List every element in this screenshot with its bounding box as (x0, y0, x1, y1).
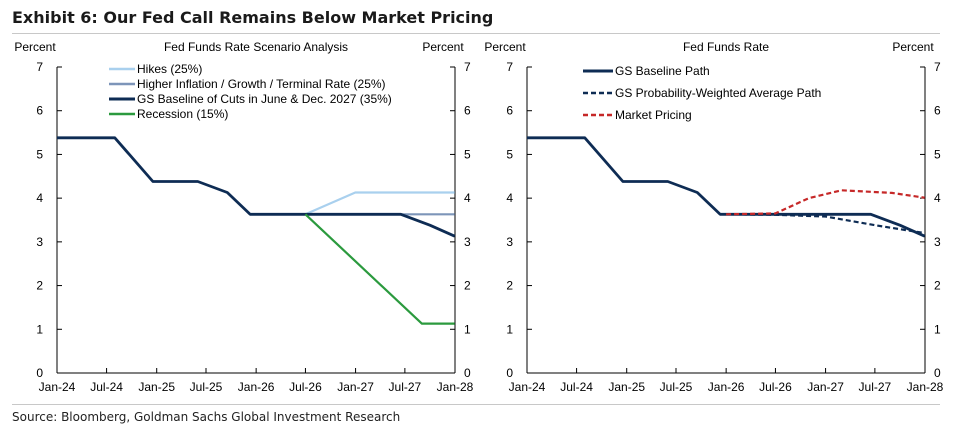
x-tick-label-jul-24: Jul-24 (560, 380, 593, 394)
y-tick-label-left: 7 (506, 60, 513, 74)
legend-label-market-pricing: Market Pricing (615, 108, 692, 122)
series-line-hikes-25 (304, 191, 455, 216)
legend-label-hikes-25: Hikes (25%) (137, 62, 202, 76)
y-tick-label-right: 0 (464, 366, 471, 380)
legend: Hikes (25%)Higher Inflation / Growth / T… (109, 62, 392, 121)
x-tick-label-jan-27: Jan-27 (337, 380, 374, 394)
y-axis-label-right: Percent (892, 40, 934, 54)
legend-label-recession-15: Recession (15%) (137, 107, 228, 121)
legend: GS Baseline Path GS Probability-Weighted … (583, 64, 821, 122)
y-tick-label-left: 1 (506, 322, 513, 336)
y-tick-label-left: 3 (36, 235, 43, 249)
y-tick-label-right: 0 (934, 366, 941, 380)
x-tick-label-jan-25: Jan-25 (138, 380, 175, 394)
y-axis-label-left: Percent (484, 40, 526, 54)
y-tick-label-left: 3 (506, 235, 513, 249)
y-tick-label-left: 4 (36, 191, 43, 205)
y-tick-label-right: 7 (934, 60, 941, 74)
y-tick-label-right: 2 (464, 279, 471, 293)
y-tick-label-left: 4 (506, 191, 513, 205)
x-tick-label-jan-24: Jan-24 (509, 380, 546, 394)
y-tick-label-left: 7 (36, 60, 43, 74)
x-tick-label-jul-25: Jul-25 (190, 380, 223, 394)
y-tick-label-right: 6 (934, 104, 941, 118)
y-tick-label-left: 0 (506, 366, 513, 380)
chart-title: Fed Funds Rate (683, 40, 769, 54)
source-note: Source: Bloomberg, Goldman Sachs Global … (12, 410, 401, 424)
x-tick-label-jan-28: Jan-28 (907, 380, 944, 394)
y-tick-label-right: 5 (934, 147, 941, 161)
y-tick-label-right: 7 (464, 60, 471, 74)
x-tick-label-jan-27: Jan-27 (807, 380, 844, 394)
series-line-gs-baseline-of-cuts-in-june-dec-2027-35 (57, 136, 456, 238)
chart-title: Fed Funds Rate Scenario Analysis (164, 40, 348, 54)
x-tick-label-jul-26: Jul-26 (289, 380, 322, 394)
legend-label-higher-inflation-growth-terminal-rate-25: Higher Inflation / Growth / Terminal Rat… (137, 77, 386, 91)
y-tick-label-right: 1 (464, 322, 471, 336)
y-tick-label-left: 5 (506, 147, 513, 161)
y-tick-label-right: 3 (464, 235, 471, 249)
legend-label-gs-baseline-of-cuts-in-june-dec-2027-35: GS Baseline of Cuts in June & Dec. 2027 … (137, 92, 392, 106)
x-tick-label-jan-26: Jan-26 (238, 380, 275, 394)
y-axis-label-right: Percent (422, 40, 464, 54)
exhibit-title: Exhibit 6: Our Fed Call Remains Below Ma… (12, 8, 494, 27)
y-tick-label-left: 6 (506, 104, 513, 118)
fed-funds-rate-chart: 0 0 1 1 2 2 3 3 4 4 5 5 6 6 7 7 Jan-24 Jul-24 Jan-25 Jul-25… (484, 40, 943, 394)
x-tick-label-jan-28: Jan-28 (437, 380, 474, 394)
x-tick-label-jul-27: Jul-27 (859, 380, 892, 394)
x-tick-label-jan-26: Jan-26 (708, 380, 745, 394)
bottom-rule (12, 404, 940, 405)
y-tick-label-left: 2 (506, 279, 513, 293)
x-tick-label-jul-26: Jul-26 (759, 380, 792, 394)
y-tick-label-right: 4 (934, 191, 941, 205)
x-tick-label-jan-24: Jan-24 (39, 380, 76, 394)
series-line-gs-baseline-path (527, 136, 926, 238)
top-rule (12, 33, 940, 34)
y-tick-label-left: 5 (36, 147, 43, 161)
legend-label-gs-baseline-path: GS Baseline Path (615, 64, 710, 78)
y-axis-label-left: Percent (14, 40, 56, 54)
series-line-recession-15 (304, 213, 455, 325)
x-tick-label-jul-27: Jul-27 (389, 380, 422, 394)
y-tick-label-left: 2 (36, 279, 43, 293)
x-tick-label-jan-25: Jan-25 (608, 380, 645, 394)
y-tick-label-right: 2 (934, 279, 941, 293)
x-tick-label-jul-24: Jul-24 (90, 380, 123, 394)
y-tick-label-left: 0 (36, 366, 43, 380)
y-tick-label-right: 6 (464, 104, 471, 118)
y-tick-label-left: 6 (36, 104, 43, 118)
y-tick-label-right: 4 (464, 191, 471, 205)
scenario-analysis-chart: 0 0 1 1 2 2 3 3 4 4 5 5 6 6 7 7 Jan-24 Jul-24 Jan-25 Jul-25… (14, 40, 473, 394)
x-tick-label-jul-25: Jul-25 (660, 380, 693, 394)
y-tick-label-left: 1 (36, 322, 43, 336)
y-tick-label-right: 1 (934, 322, 941, 336)
y-tick-label-right: 5 (464, 147, 471, 161)
legend-label-gs-probability-weighted-average-path: GS Probability-Weighted Average Path (615, 86, 821, 100)
y-tick-label-right: 3 (934, 235, 941, 249)
series-line-market-pricing (726, 189, 925, 216)
